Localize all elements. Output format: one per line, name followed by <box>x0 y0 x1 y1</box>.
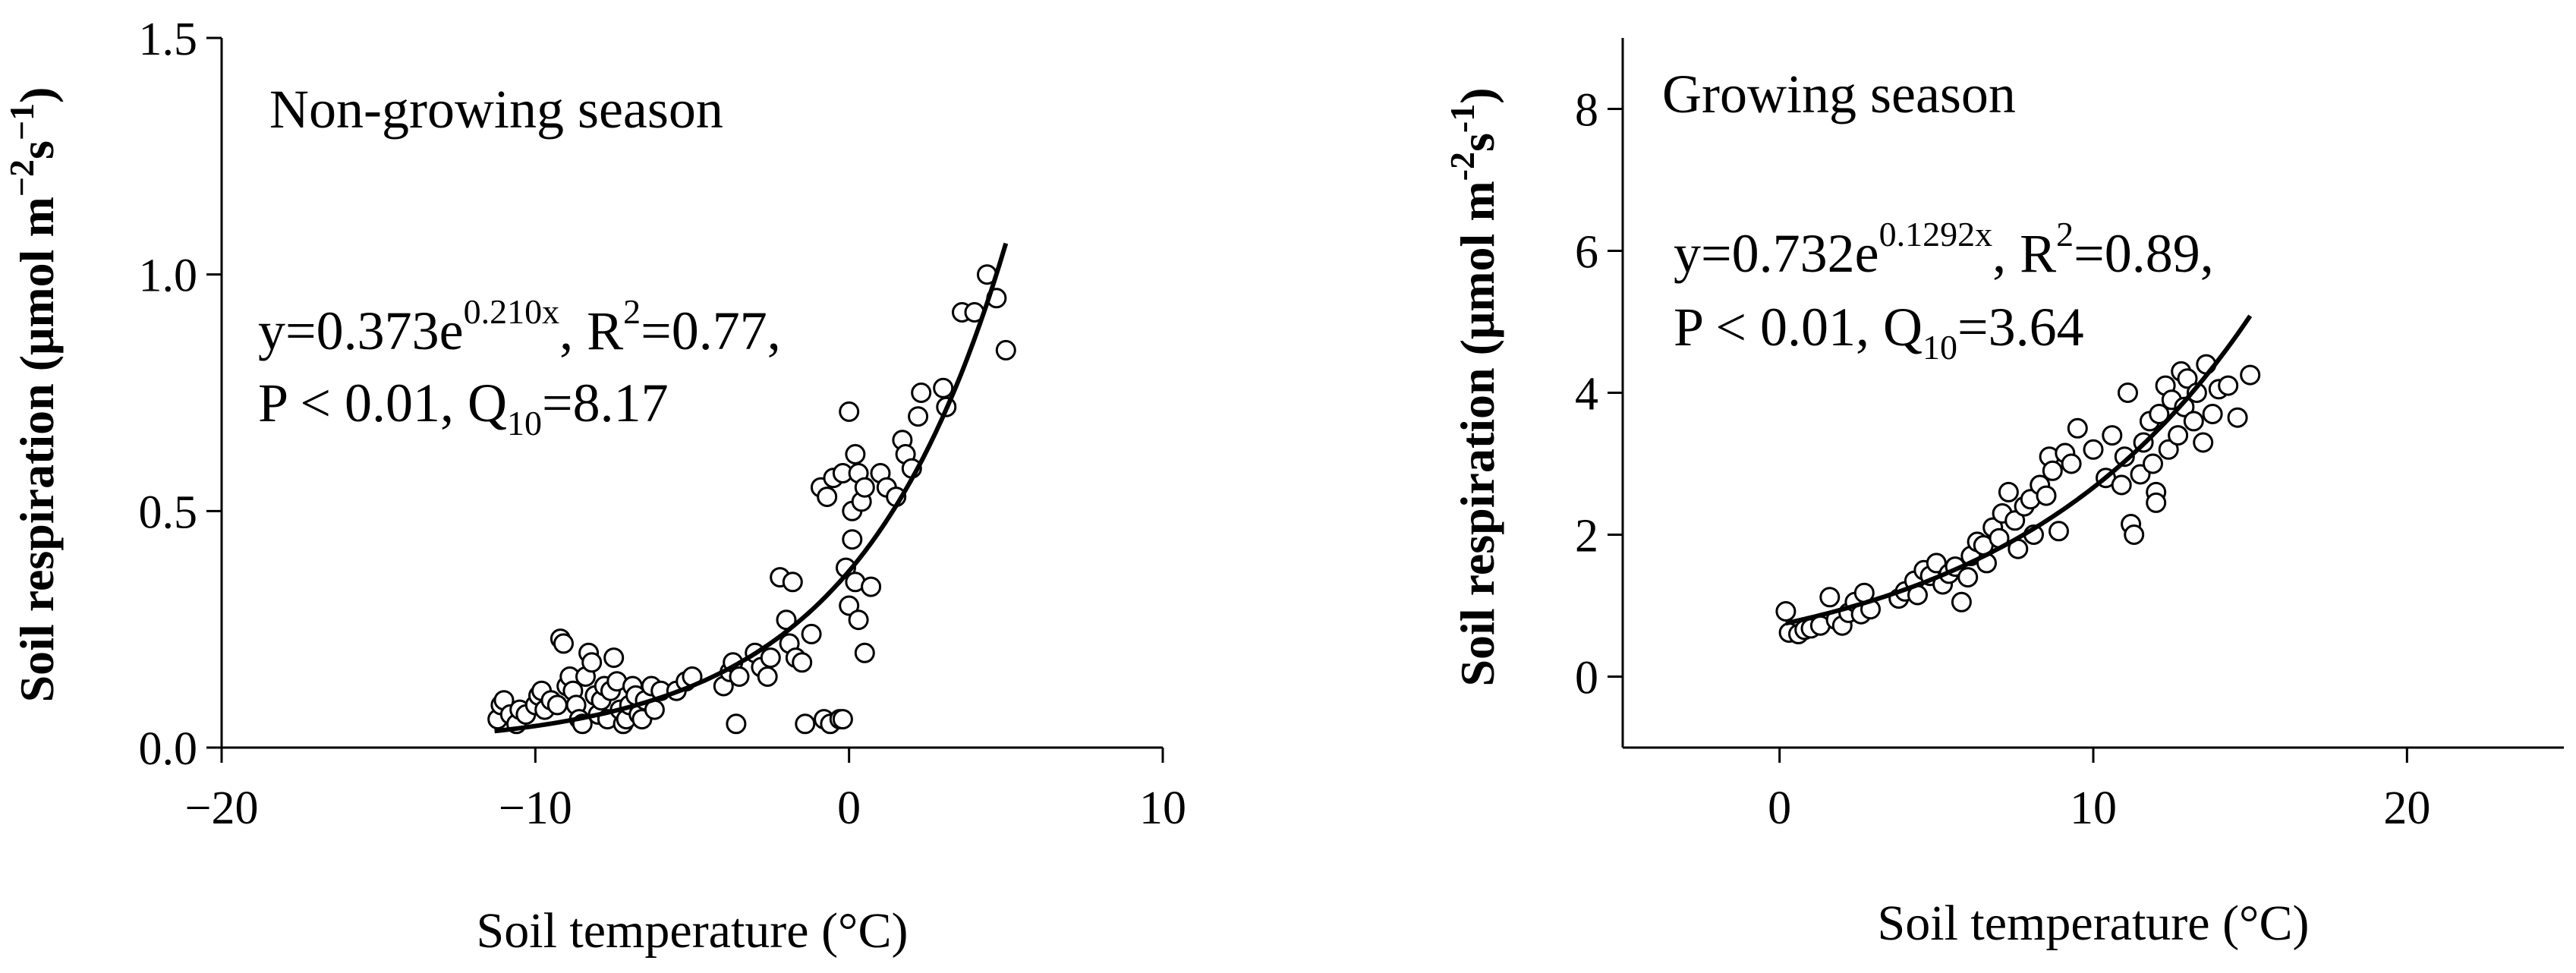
y-tick-label: 0 <box>1575 653 1598 704</box>
data-point <box>2042 460 2063 481</box>
data-point <box>2193 432 2214 453</box>
data-point <box>861 576 882 597</box>
data-point <box>1951 591 1972 612</box>
data-point <box>760 647 781 669</box>
right-fit-curve <box>1785 314 2253 626</box>
data-point <box>2061 453 2082 474</box>
left-fit-curve <box>494 242 1009 734</box>
x-tick-label: 0 <box>1768 782 1791 834</box>
data-point <box>782 572 803 593</box>
panel-growing-season: 0 10 20 0 2 4 6 8 Growing season y=0.732e0.129… <box>1443 38 2564 951</box>
right-equation-line1: y=0.732e0.1292x, R2=0.89, <box>1674 215 2214 284</box>
data-point <box>726 713 747 735</box>
data-point <box>817 486 838 508</box>
right-y-axis-title: Soil respiration (μmol m-2s-1) <box>1443 87 1504 686</box>
data-point <box>839 595 860 616</box>
left-y-ticks: 0.0 0.5 1.0 1.5 <box>139 14 222 775</box>
left-equation-line2: P < 0.01, Q10=8.17 <box>258 373 669 442</box>
data-point <box>908 406 929 427</box>
data-point <box>603 647 625 669</box>
data-point <box>2067 417 2088 439</box>
y-tick-label: 0.0 <box>139 723 198 775</box>
right-equation-line2: P < 0.01, Q10=3.64 <box>1674 297 2084 367</box>
right-x-ticks: 0 10 20 <box>1768 748 2430 834</box>
left-panel-title: Non-growing season <box>269 79 723 140</box>
x-tick-label: −10 <box>499 782 572 834</box>
y-tick-label: 2 <box>1575 511 1598 562</box>
left-x-axis-title: Soil temperature (°C) <box>477 903 909 959</box>
data-point <box>2174 396 2195 417</box>
data-point <box>2149 404 2170 424</box>
data-point <box>911 383 932 403</box>
x-tick-label: 10 <box>2070 782 2117 834</box>
right-scatter-points <box>1775 354 2261 644</box>
data-point <box>2143 453 2163 474</box>
right-panel-title: Growing season <box>1662 64 2016 124</box>
left-equation-line1: y=0.373e0.210x, R2=0.77, <box>258 292 781 361</box>
data-point <box>729 666 750 687</box>
y-tick-label: 1.0 <box>139 250 198 302</box>
data-point <box>854 642 875 663</box>
data-point <box>832 709 853 730</box>
data-point <box>2158 439 2179 460</box>
data-point <box>995 339 1016 361</box>
data-point <box>581 652 603 673</box>
x-tick-label: 10 <box>1139 782 1186 834</box>
y-tick-label: 0.5 <box>139 486 198 538</box>
data-point <box>1819 587 1841 608</box>
data-point <box>2114 446 2135 468</box>
x-tick-label: −20 <box>185 782 259 834</box>
data-point <box>2083 439 2104 460</box>
panel-non-growing-season: −20 −10 0 10 0.0 0.5 1.0 1.5 Non-growing seaso… <box>2 14 1186 959</box>
x-tick-label: 0 <box>837 782 861 834</box>
data-point <box>2146 492 2167 513</box>
data-point <box>801 623 822 644</box>
data-point <box>2102 425 2123 446</box>
data-point <box>2218 375 2239 396</box>
data-point <box>2183 411 2204 432</box>
data-point <box>2202 404 2223 424</box>
right-y-ticks: 0 2 4 6 8 <box>1575 85 1623 704</box>
data-point <box>848 609 869 631</box>
data-point <box>845 444 866 464</box>
data-point <box>2227 407 2248 428</box>
data-point <box>842 529 863 550</box>
data-point <box>1775 601 1797 622</box>
data-point <box>2118 383 2138 403</box>
left-y-axis-title: Soil respiration (μmol m−2s−1) <box>2 87 64 703</box>
data-point <box>854 477 875 498</box>
data-point <box>2004 510 2026 531</box>
data-point <box>933 377 954 398</box>
data-point <box>2168 425 2189 446</box>
data-point <box>757 666 778 687</box>
y-tick-label: 1.5 <box>139 14 198 65</box>
left-x-ticks: −20 −10 0 10 <box>185 748 1186 834</box>
y-tick-label: 6 <box>1575 227 1598 279</box>
data-point <box>2049 521 2069 542</box>
data-point <box>2240 364 2261 386</box>
data-point <box>1998 481 2019 502</box>
data-point <box>2036 485 2057 506</box>
data-point <box>792 652 813 673</box>
x-tick-label: 20 <box>2383 782 2430 834</box>
data-point <box>2111 474 2132 496</box>
data-point <box>1957 567 1979 588</box>
data-point <box>795 713 816 735</box>
data-point <box>839 401 860 422</box>
right-x-axis-title: Soil temperature (°C) <box>1878 896 2310 951</box>
data-point <box>2124 524 2145 545</box>
data-point <box>546 694 568 716</box>
y-tick-label: 4 <box>1575 369 1598 420</box>
y-tick-label: 8 <box>1575 85 1598 137</box>
data-point <box>2177 368 2198 389</box>
data-point <box>553 633 574 654</box>
